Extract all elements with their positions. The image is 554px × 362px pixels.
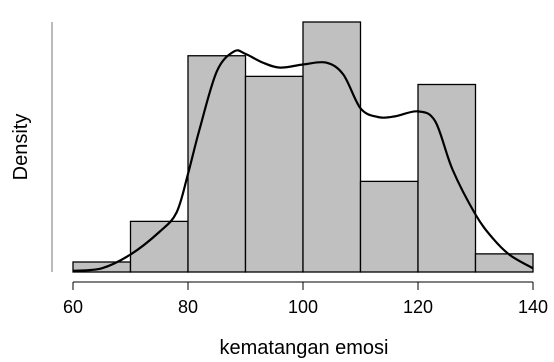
histogram-bar-120-130 xyxy=(417,83,477,273)
x-axis-label: kematangan emosi xyxy=(220,337,389,359)
y-axis-label: Density xyxy=(10,114,32,181)
x-tick-label-120: 120 xyxy=(403,297,433,317)
histogram-bar-80-90 xyxy=(187,55,247,273)
histogram-bar-110-120 xyxy=(359,180,419,273)
histogram-bar-100-110 xyxy=(302,21,362,273)
histogram-bar-130-140 xyxy=(474,253,534,273)
x-tick-label-140: 140 xyxy=(518,297,548,317)
histogram-bar-70-80 xyxy=(129,220,189,273)
density-curve xyxy=(72,49,534,272)
histogram-bar-90-100 xyxy=(244,75,304,273)
x-tick-label-80: 80 xyxy=(178,297,198,317)
x-axis-ticks: 60 80 100 120 140 xyxy=(63,282,548,317)
histogram-bars xyxy=(72,21,534,273)
x-tick-label-100: 100 xyxy=(288,297,318,317)
x-tick-label-60: 60 xyxy=(63,297,83,317)
